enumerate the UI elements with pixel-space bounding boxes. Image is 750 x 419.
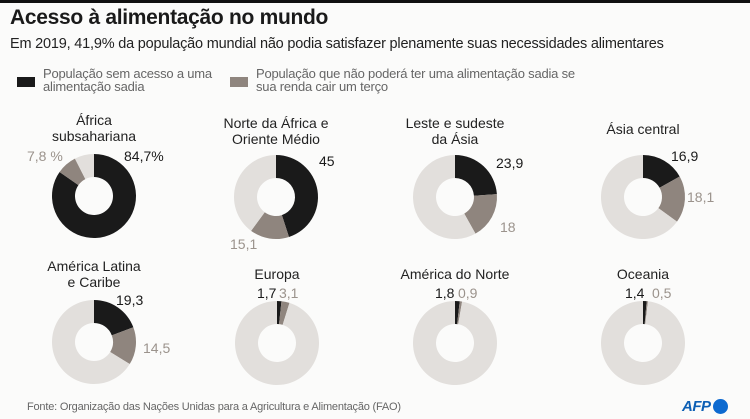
donut-region-6 (412, 301, 497, 386)
slice-rest (51, 300, 130, 384)
region-title: Europa (254, 266, 300, 282)
value-label-no-access: 84,7% (124, 148, 164, 164)
region-title: Ásia central (606, 121, 680, 137)
value-label-at-risk: 0,5 (652, 285, 672, 301)
value-label-no-access: 1,8 (435, 285, 455, 301)
donut-region-3 (600, 154, 685, 239)
slice-at-risk (457, 301, 463, 325)
afp-logo: AFP (682, 398, 728, 415)
legend-swatch-no-access (17, 77, 35, 87)
slice-no-access (276, 155, 318, 237)
legend-item-at-risk: População que não poderá ter uma aliment… (230, 67, 575, 93)
value-label-no-access: 16,9 (671, 148, 699, 164)
slice-rest (234, 154, 276, 231)
slice-no-access (94, 300, 134, 336)
donut-region-7 (601, 301, 686, 386)
logo-globe-icon (712, 399, 728, 414)
slice-at-risk (59, 158, 86, 186)
legend-swatch-at-risk (230, 77, 248, 87)
slice-no-access (455, 155, 497, 196)
value-label-no-access: 19,3 (116, 292, 144, 308)
logo-text: AFP (682, 398, 711, 415)
chart-subtitle: Em 2019, 41,9% da população mundial não … (10, 36, 664, 52)
region-title: América Latina e Caribe (47, 258, 141, 290)
slice-no-access (52, 154, 137, 238)
value-label-at-risk: 0,9 (458, 285, 478, 301)
value-label-at-risk: 7,8 % (27, 148, 63, 164)
region-title: América do Norte (400, 266, 510, 282)
slice-rest (413, 155, 476, 239)
chart-title: Acesso à alimentação no mundo (10, 6, 329, 29)
value-label-at-risk: 3,1 (279, 285, 299, 301)
slice-no-access (643, 155, 680, 188)
value-label-no-access: 1,4 (625, 285, 645, 301)
source-note: Fonte: Organização das Nações Unidas par… (27, 401, 401, 413)
legend-label-at-risk: População que não poderá ter uma aliment… (256, 66, 575, 94)
slice-at-risk (644, 301, 649, 325)
legend-item-no-access: População sem acesso a uma alimentação s… (17, 67, 212, 93)
region-title: África subsahariana (51, 112, 137, 144)
slice-at-risk (658, 176, 685, 222)
slice-no-access (277, 301, 282, 325)
donut-region-5 (235, 301, 319, 386)
value-label-no-access: 1,7 (257, 285, 277, 301)
legend-label-no-access: População sem acesso a uma alimentação s… (43, 66, 212, 94)
value-label-at-risk: 18,1 (687, 189, 715, 205)
region-title: Leste e sudeste da Ásia (405, 115, 505, 147)
slice-rest (600, 154, 677, 239)
slice-no-access (455, 301, 460, 325)
donut-region-0 (52, 154, 137, 238)
donut-region-2 (413, 155, 497, 239)
value-label-no-access: 45 (319, 153, 335, 169)
slice-at-risk (279, 301, 290, 325)
slice-rest (412, 301, 497, 386)
slice-no-access (643, 301, 647, 325)
slice-rest (235, 301, 319, 386)
slice-at-risk (251, 212, 289, 239)
donut-region-1 (234, 154, 318, 239)
value-label-at-risk: 18 (500, 219, 516, 235)
value-label-at-risk: 14,5 (143, 340, 171, 356)
top-bar (0, 0, 750, 3)
slice-rest (601, 301, 686, 386)
region-title: Norte da África e Oriente Médio (223, 115, 329, 147)
value-label-no-access: 23,9 (496, 155, 524, 171)
region-title: Oceania (616, 266, 670, 282)
donut-region-4 (51, 300, 136, 384)
value-label-at-risk: 15,1 (230, 236, 258, 252)
slice-rest (74, 154, 94, 180)
slice-at-risk (110, 327, 136, 365)
slice-at-risk (464, 194, 497, 234)
